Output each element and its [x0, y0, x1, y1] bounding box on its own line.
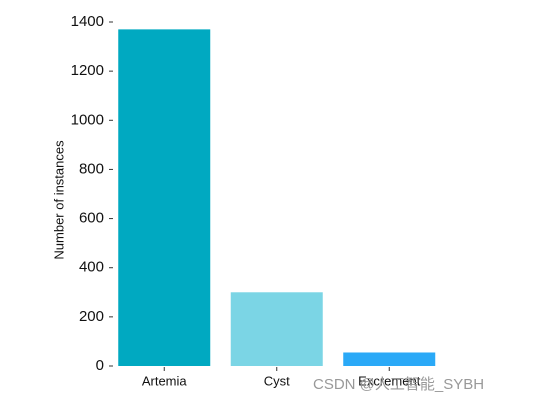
bar: [230, 292, 323, 366]
y-tick-label: 1200: [71, 62, 104, 79]
y-tick-label: 600: [79, 210, 104, 227]
y-tick-label: 400: [79, 259, 104, 276]
y-tick-label: 200: [79, 308, 104, 325]
bar: [118, 29, 211, 366]
y-axis-label: Number of instances: [51, 140, 66, 260]
x-tick-label: Artemia: [142, 373, 188, 388]
y-tick-label: 800: [79, 160, 104, 177]
bar: [343, 352, 436, 366]
y-tick-label: 1000: [71, 111, 104, 128]
y-tick-label: 0: [96, 357, 104, 374]
x-tick-label: Excrement: [358, 373, 421, 388]
x-tick-label: Cyst: [264, 373, 290, 388]
y-tick-label: 1400: [71, 13, 104, 30]
watermark: CSDN @人工智能_SYBH: [313, 375, 484, 393]
